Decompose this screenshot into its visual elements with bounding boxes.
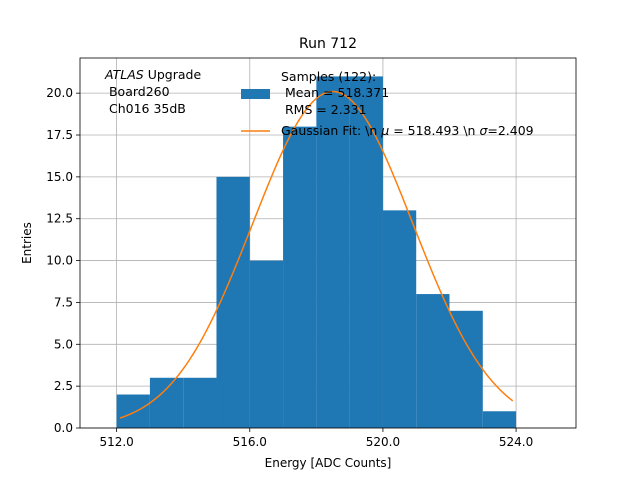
- x-tick-label-3: 524.0: [499, 435, 533, 449]
- histogram-bar-2: [183, 377, 217, 428]
- x-tick-label-1: 516.0: [233, 435, 267, 449]
- x-axis-label: Energy [ADC Counts]: [265, 456, 392, 470]
- histogram-bars: [116, 76, 517, 429]
- x-tick-label-0: 512.0: [99, 435, 133, 449]
- histogram-bar-0: [116, 394, 150, 428]
- y-tick-label-6: 15.0: [46, 170, 73, 184]
- histogram-bar-5: [283, 126, 317, 429]
- y-tick-label-7: 17.5: [46, 128, 73, 142]
- histogram-bar-8: [382, 210, 417, 428]
- x-tick-label-2: 520.0: [366, 435, 400, 449]
- axes-frame: [79, 57, 577, 429]
- y-tick-label-3: 7.5: [54, 295, 73, 309]
- gaussian-fit-line: [119, 90, 514, 419]
- histogram-bar-10: [449, 310, 483, 428]
- y-tick-label-5: 12.5: [46, 212, 73, 226]
- y-tick-label-4: 10.0: [46, 254, 73, 268]
- histogram-bar-9: [416, 294, 450, 428]
- annotation-line-1: ATLAS Upgrade: [104, 67, 201, 82]
- legend-samples-line-2: Mean = 518.371: [281, 85, 389, 100]
- y-tick-label-2: 5.0: [54, 337, 73, 351]
- y-tick-label-0: 0.0: [54, 421, 73, 435]
- legend: Samples (122): Mean = 518.371 RMS = 2.33…: [241, 69, 534, 138]
- x-axis-ticks: 512.0 516.0 520.0 524.0: [99, 428, 533, 449]
- legend-fit-label: Gaussian Fit: \n μ = 518.493 \n σ=2.409: [281, 123, 534, 138]
- y-axis-ticks: 0.0 2.5 5.0 7.5 10.0 12.5 15.0 17.5 20.0: [46, 86, 80, 435]
- histogram-bar-3: [216, 176, 250, 428]
- histogram-bar-6: [316, 76, 350, 428]
- legend-patch-samples: [241, 89, 270, 99]
- legend-samples-line-1: Samples (122):: [281, 69, 376, 84]
- y-axis-label: Entries: [20, 222, 34, 264]
- annotation-line-2: Board260: [105, 84, 170, 99]
- histogram-bar-1: [149, 377, 184, 428]
- histogram-bar-7: [349, 76, 383, 428]
- y-tick-label-1: 2.5: [54, 379, 73, 393]
- y-tick-label-8: 20.0: [46, 86, 73, 100]
- histogram-bar-4: [249, 260, 284, 428]
- histogram-bar-11: [482, 411, 517, 428]
- chart-title: Run 712: [299, 36, 357, 52]
- annotation: ATLAS Upgrade Board260 Ch016 35dB: [104, 67, 201, 116]
- legend-samples-line-3: RMS = 2.331: [281, 102, 367, 117]
- annotation-line-3: Ch016 35dB: [105, 101, 186, 116]
